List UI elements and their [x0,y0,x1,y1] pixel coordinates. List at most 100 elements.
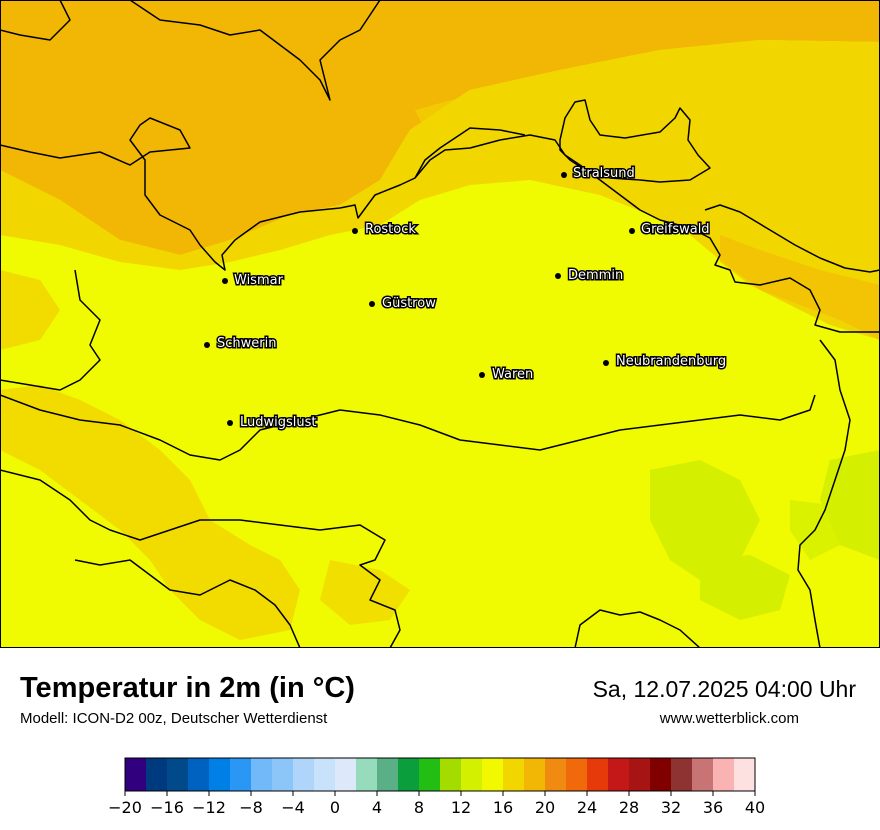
model-info: Modell: ICON-D2 00z, Deutscher Wetterdie… [20,710,328,727]
colorbar-tick-label: −12 [192,798,226,817]
usedom-coast [704,204,880,273]
colorbar-cell [566,758,588,791]
rugen-island-coast [559,99,711,183]
city-demmin: Demmin [555,267,625,285]
southeast-cool-patch [650,460,760,580]
colorbar-cell [251,758,273,791]
colorbar-tick-label: 8 [414,798,424,817]
colorbar-cell [272,758,294,791]
colorbar-cell [209,758,231,791]
southwest-warm-patch [0,385,300,640]
east-warm-area [720,235,880,340]
colorbar-frame [124,757,756,792]
colorbar-cell [188,758,210,791]
colorbar-cell [293,758,315,791]
city-ludwigslust: Ludwigslust [227,414,318,432]
map-title: Temperatur in 2m (in °C) [20,672,355,704]
danish-island-coast [129,0,381,101]
city-label: Wismar [234,273,284,288]
city-dot [222,278,228,284]
colorbar-cell [545,758,567,791]
border-southwest [74,559,301,648]
city-label: Stralsund [573,166,635,181]
city-rostock: Rostock [352,221,418,239]
city-dot [227,420,233,426]
city-neubrandenburg: Neubrandenburg [603,353,728,371]
colorbar-cell [482,758,504,791]
city-waren: Waren [479,366,535,384]
city-label: Waren [492,367,533,382]
colorbar-tick-label: −8 [239,798,263,817]
city-dot [479,372,485,378]
colorbar-cell [629,758,651,791]
north-sea-darker [0,40,360,245]
city-label: Neubrandenburg [616,354,726,369]
city-label: Demmin [568,268,623,283]
southeast-cool-patch-2 [700,555,790,620]
city-stralsund: Stralsund [561,165,636,183]
west-border [0,269,101,391]
baltic-coastline [0,117,880,333]
colorbar-cell [335,758,357,791]
city-wismar: Wismar [222,272,285,290]
city-guestrow: Güstrow [369,295,438,313]
city-label: Güstrow [382,296,436,311]
colorbar-tick-label: 24 [577,798,597,817]
coastal-band [0,40,880,340]
colorbar-cell [230,758,252,791]
border-south [574,609,701,648]
colorbar-ticks: −20 −16 −12 −8 −4 0 4 8 12 16 20 24 28 32 36 40 [108,791,765,817]
colorbar-cell [650,758,672,791]
colorbar-cell [692,758,714,791]
fischland-coast [414,127,526,179]
city-label: Schwerin [217,336,276,351]
colorbar-tick-label: 36 [703,798,723,817]
colorbar-tick-label: 0 [330,798,340,817]
colorbar-cell [524,758,546,791]
city-label: Ludwigslust [240,415,317,430]
city-dot [352,228,358,234]
colorbar-tick-label: −16 [150,798,184,817]
colorbar-cell [419,758,441,791]
brandenburg-border-southwest [0,469,401,648]
city-dot [629,228,635,234]
colorbar-tick-label: 40 [745,798,765,817]
colorbar-cell [587,758,609,791]
city-label: Rostock [365,222,416,237]
city-dot [369,301,375,307]
colorbar-tick-label: 16 [493,798,513,817]
colorbar-cell [461,758,483,791]
colorbar-cell [440,758,462,791]
colorbar-tick-label: −4 [281,798,305,817]
temperature-colorbar: −20 −16 −12 −8 −4 0 4 8 12 16 20 24 28 32 36 40 [108,757,765,817]
colorbar-cell [167,758,189,791]
colorbar-tick-label: 20 [535,798,555,817]
colorbar-cell [398,758,420,791]
west-warm-patch [0,270,60,350]
colorbar-cell [671,758,693,791]
south-warm-patch [320,560,410,625]
state-border-south [0,394,816,461]
colorbar-cell [713,758,735,791]
colorbar-cell [734,758,756,791]
city-schwerin: Schwerin [204,335,278,353]
colorbar-cell [125,758,147,791]
colorbar-cells [125,758,756,791]
coastlines-and-borders [0,0,880,648]
city-dot [204,342,210,348]
city-dot [603,360,609,366]
city-markers: Stralsund Rostock Greifswald Wismar Demm… [204,165,728,432]
colorbar-cell [356,758,378,791]
colorbar-cell [377,758,399,791]
city-greifswald: Greifswald [629,221,711,239]
colorbar-cell [146,758,168,791]
colorbar-tick-label: 32 [661,798,681,817]
forecast-datetime: Sa, 12.07.2025 04:00 Uhr [592,676,856,702]
city-dot [561,172,567,178]
colorbar-tick-label: 28 [619,798,639,817]
danish-coast [0,0,71,41]
website-link[interactable]: www.wetterblick.com [659,710,799,727]
temperature-map: Stralsund Rostock Greifswald Wismar Demm… [0,0,880,648]
colorbar-tick-label: −20 [108,798,142,817]
city-label: Greifswald [641,222,710,237]
